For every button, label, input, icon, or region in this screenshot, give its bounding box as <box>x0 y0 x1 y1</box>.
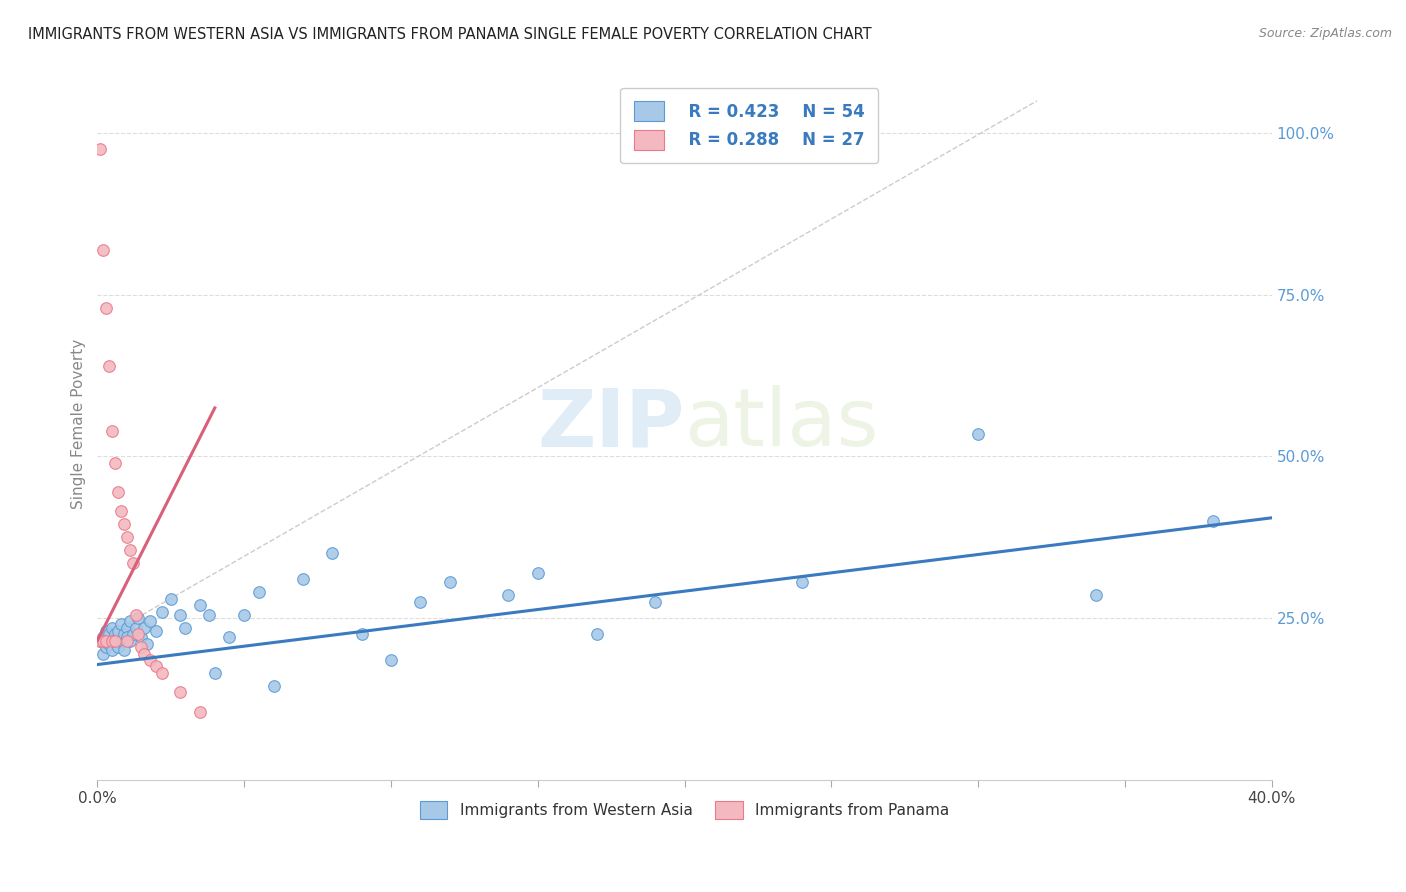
Point <box>585 627 607 641</box>
Point <box>101 643 124 657</box>
Point <box>112 627 135 641</box>
Point <box>89 142 111 156</box>
Text: ZIP: ZIP <box>537 385 685 463</box>
Point <box>98 359 121 373</box>
Point <box>89 633 111 648</box>
Point <box>91 633 114 648</box>
Point <box>790 575 813 590</box>
Point <box>124 621 146 635</box>
Point <box>188 598 211 612</box>
Point <box>124 607 146 622</box>
Point <box>91 631 114 645</box>
Point <box>107 640 129 654</box>
Point <box>112 517 135 532</box>
Point <box>110 504 132 518</box>
Point <box>112 643 135 657</box>
Point <box>96 624 118 638</box>
Point <box>134 621 156 635</box>
Point <box>380 653 402 667</box>
Point <box>110 617 132 632</box>
Point <box>98 637 121 651</box>
Point <box>96 301 118 315</box>
Point <box>174 621 197 635</box>
Point <box>118 614 141 628</box>
Point <box>150 605 173 619</box>
Point <box>115 631 138 645</box>
Point <box>110 633 132 648</box>
Point <box>115 633 138 648</box>
Point <box>409 595 432 609</box>
Point <box>644 595 666 609</box>
Point <box>1202 514 1225 528</box>
Point <box>127 611 149 625</box>
Point <box>498 588 520 602</box>
Point <box>101 621 124 635</box>
Point <box>121 556 143 570</box>
Point <box>218 631 240 645</box>
Point <box>150 665 173 680</box>
Point <box>127 627 149 641</box>
Point <box>188 705 211 719</box>
Point <box>104 627 127 641</box>
Point <box>91 647 114 661</box>
Point <box>169 607 191 622</box>
Point <box>98 627 121 641</box>
Text: Source: ZipAtlas.com: Source: ZipAtlas.com <box>1258 27 1392 40</box>
Point <box>263 679 285 693</box>
Text: atlas: atlas <box>685 385 879 463</box>
Point <box>115 530 138 544</box>
Point <box>291 572 314 586</box>
Point <box>134 647 156 661</box>
Point <box>121 627 143 641</box>
Point <box>107 485 129 500</box>
Text: IMMIGRANTS FROM WESTERN ASIA VS IMMIGRANTS FROM PANAMA SINGLE FEMALE POVERTY COR: IMMIGRANTS FROM WESTERN ASIA VS IMMIGRAN… <box>28 27 872 42</box>
Point <box>104 633 127 648</box>
Point <box>96 633 118 648</box>
Point <box>527 566 550 580</box>
Point <box>233 607 256 622</box>
Point <box>101 633 124 648</box>
Point <box>118 543 141 558</box>
Point <box>131 631 153 645</box>
Point <box>1084 588 1107 602</box>
Point <box>118 633 141 648</box>
Point <box>136 637 159 651</box>
Point <box>139 653 162 667</box>
Point <box>101 424 124 438</box>
Point <box>321 546 343 560</box>
Point <box>159 591 181 606</box>
Legend: Immigrants from Western Asia, Immigrants from Panama: Immigrants from Western Asia, Immigrants… <box>413 795 956 825</box>
Point <box>350 627 373 641</box>
Point <box>145 624 167 638</box>
Point <box>131 640 153 654</box>
Point <box>107 624 129 638</box>
Point <box>104 633 127 648</box>
Point <box>439 575 461 590</box>
Y-axis label: Single Female Poverty: Single Female Poverty <box>72 339 86 509</box>
Point <box>139 614 162 628</box>
Point <box>204 665 226 680</box>
Point <box>89 633 111 648</box>
Point <box>145 659 167 673</box>
Point <box>104 456 127 470</box>
Point <box>198 607 221 622</box>
Point <box>96 640 118 654</box>
Point <box>91 243 114 257</box>
Point <box>247 585 270 599</box>
Point <box>169 685 191 699</box>
Point <box>115 621 138 635</box>
Point <box>967 426 990 441</box>
